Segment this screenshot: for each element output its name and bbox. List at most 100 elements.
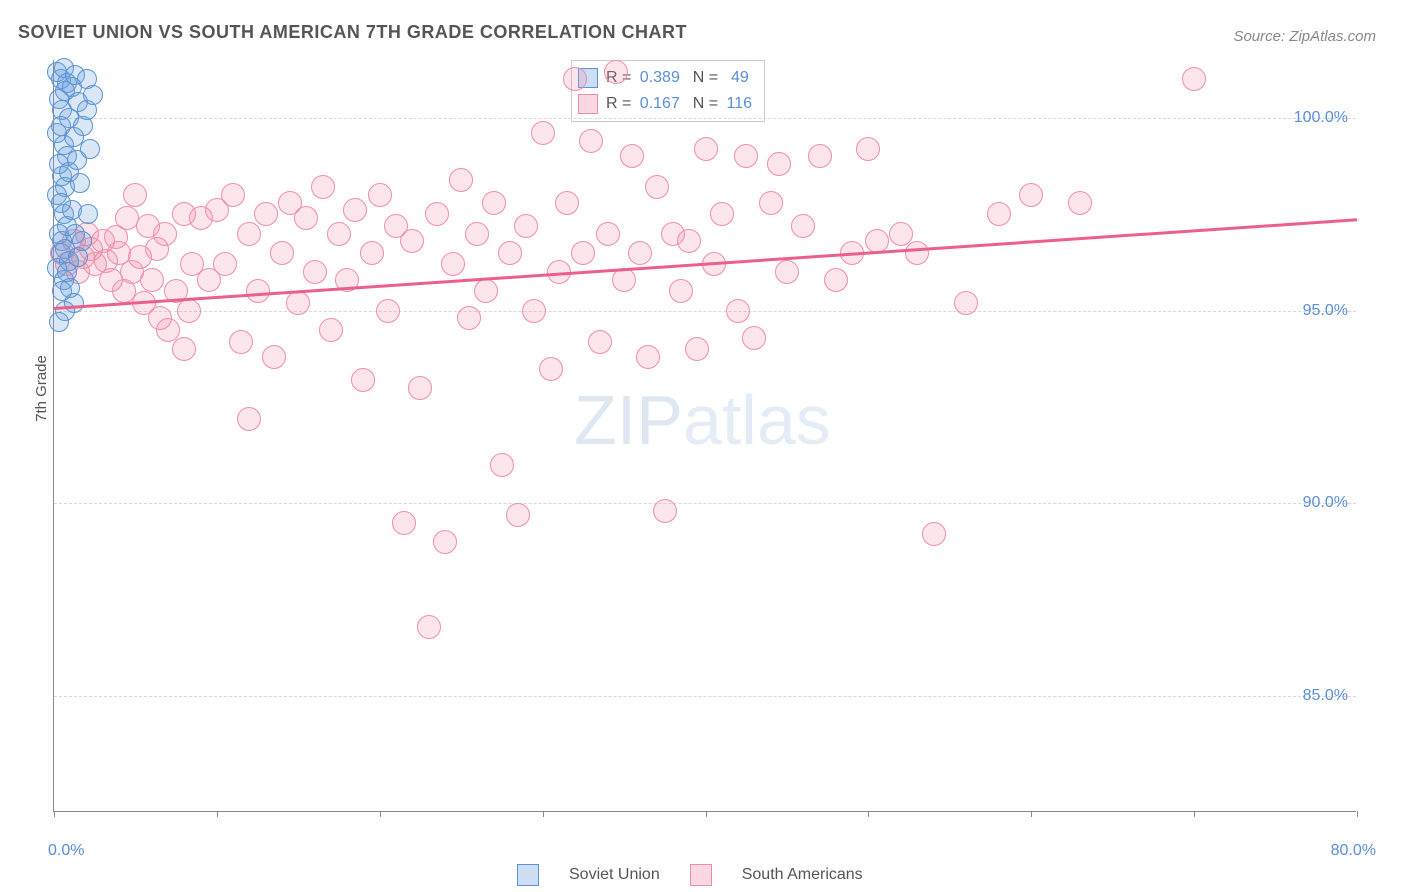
y-tick-label: 85.0% [1303, 687, 1348, 705]
data-point-south-american [177, 299, 201, 323]
data-point-south-american [620, 144, 644, 168]
data-point-south-american [555, 191, 579, 215]
plot-area: ZIPatlas R = 0.389 N = 49 R = 0.167 N = … [53, 60, 1356, 812]
data-point-south-american [645, 175, 669, 199]
legend-swatch-south-american-icon [690, 864, 712, 886]
data-point-south-american [775, 260, 799, 284]
data-point-south-american [156, 318, 180, 342]
data-point-south-american [237, 407, 261, 431]
x-tick [868, 811, 869, 817]
data-point-south-american [417, 615, 441, 639]
data-point-south-american [449, 168, 473, 192]
data-point-south-american [360, 241, 384, 265]
data-point-south-american [791, 214, 815, 238]
data-point-south-american [685, 337, 709, 361]
data-point-south-american [123, 183, 147, 207]
data-point-south-american [221, 183, 245, 207]
x-tick [217, 811, 218, 817]
data-point-south-american [482, 191, 506, 215]
data-point-south-american [376, 299, 400, 323]
data-point-south-american [153, 222, 177, 246]
data-point-south-american [579, 129, 603, 153]
data-point-south-american [954, 291, 978, 315]
legend-swatch-soviet-icon [517, 864, 539, 886]
swatch-south-american-icon [578, 94, 598, 114]
data-point-south-american [628, 241, 652, 265]
data-point-south-american [303, 260, 327, 284]
legend-label-south-american: South Americans [742, 866, 863, 884]
data-point-south-american [726, 299, 750, 323]
data-point-south-american [246, 279, 270, 303]
gridline [54, 118, 1356, 119]
data-point-south-american [498, 241, 522, 265]
x-tick [1357, 811, 1358, 817]
data-point-south-american [759, 191, 783, 215]
data-point-south-american [588, 330, 612, 354]
data-point-south-american [742, 326, 766, 350]
data-point-soviet [51, 243, 71, 263]
data-point-south-american [1182, 67, 1206, 91]
x-tick [1031, 811, 1032, 817]
data-point-south-american [425, 202, 449, 226]
data-point-soviet [52, 281, 72, 301]
x-tick [380, 811, 381, 817]
data-point-south-american [889, 222, 913, 246]
data-point-soviet [83, 85, 103, 105]
data-point-south-american [734, 144, 758, 168]
x-max-label: 80.0% [1331, 842, 1376, 860]
watermark: ZIPatlas [574, 380, 831, 460]
data-point-south-american [669, 279, 693, 303]
data-point-south-american [327, 222, 351, 246]
data-point-soviet [80, 139, 100, 159]
data-point-south-american [710, 202, 734, 226]
data-point-south-american [408, 376, 432, 400]
data-point-south-american [1068, 191, 1092, 215]
stats-legend: R = 0.389 N = 49 R = 0.167 N = 116 [571, 60, 765, 122]
data-point-south-american [490, 453, 514, 477]
data-point-south-american [213, 252, 237, 276]
data-point-south-american [294, 206, 318, 230]
y-axis-label: 7th Grade [33, 355, 50, 422]
data-point-south-american [653, 499, 677, 523]
data-point-south-american [343, 198, 367, 222]
x-tick [1194, 811, 1195, 817]
y-tick-label: 90.0% [1303, 494, 1348, 512]
legend-label-soviet: Soviet Union [569, 866, 660, 884]
data-point-south-american [457, 306, 481, 330]
x-tick [543, 811, 544, 817]
data-point-soviet [70, 173, 90, 193]
x-tick [706, 811, 707, 817]
stats-row-2: R = 0.167 N = 116 [578, 91, 756, 117]
x-min-label: 0.0% [48, 842, 84, 860]
data-point-south-american [433, 530, 457, 554]
data-point-south-american [571, 241, 595, 265]
data-point-soviet [72, 231, 92, 251]
data-point-south-american [694, 137, 718, 161]
data-point-south-american [677, 229, 701, 253]
data-point-south-american [563, 67, 587, 91]
data-point-south-american [636, 345, 660, 369]
data-point-south-american [270, 241, 294, 265]
gridline [54, 696, 1356, 697]
data-point-south-american [368, 183, 392, 207]
data-point-south-american [905, 241, 929, 265]
data-point-south-american [351, 368, 375, 392]
data-point-south-american [172, 337, 196, 361]
data-point-south-american [987, 202, 1011, 226]
y-tick-label: 100.0% [1294, 109, 1348, 127]
data-point-south-american [229, 330, 253, 354]
data-point-south-american [400, 229, 424, 253]
data-point-south-american [465, 222, 489, 246]
data-point-south-american [1019, 183, 1043, 207]
data-point-south-american [237, 222, 261, 246]
data-point-south-american [596, 222, 620, 246]
data-point-south-american [474, 279, 498, 303]
data-point-south-american [441, 252, 465, 276]
data-point-south-american [808, 144, 832, 168]
data-point-south-american [604, 60, 628, 84]
data-point-south-american [254, 202, 278, 226]
data-point-south-american [612, 268, 636, 292]
data-point-soviet [49, 312, 69, 332]
data-point-south-american [311, 175, 335, 199]
data-point-south-american [262, 345, 286, 369]
